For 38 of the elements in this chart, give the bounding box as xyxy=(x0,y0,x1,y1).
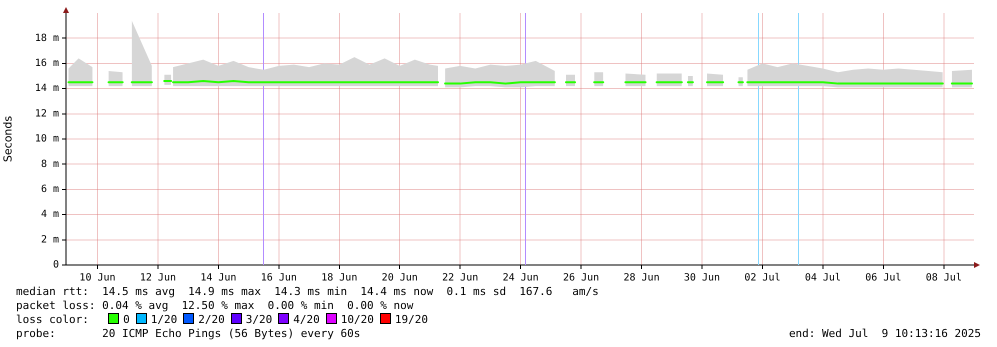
x-tick-label: 16 Jun xyxy=(260,272,297,284)
x-tick-label: 18 Jun xyxy=(321,272,358,284)
x-tick-label: 02 Jul xyxy=(744,272,780,284)
text: probe: 20 ICMP Echo Pings (56 Bytes) every 60s xyxy=(16,327,360,341)
text: packet loss: 0.04 % avg 12.50 % max 0.00 % min 0.00 % now xyxy=(16,299,414,313)
legend-label: 4/20 xyxy=(293,313,320,326)
y-tick-label: 6 m xyxy=(40,184,59,195)
y-tick-label: 4 m xyxy=(40,209,59,220)
text: median rtt: 14.5 ms avg 14.9 ms max 14.3 ms min 14.4 ms now 0.1 ms sd 167.6 am/s xyxy=(16,285,599,299)
x-tick-label: 22 Jun xyxy=(442,272,478,284)
x-tick-label: 20 Jun xyxy=(382,272,418,284)
text: end: Wed Jul 9 10:13:16 2025 xyxy=(788,327,981,341)
x-tick-label: 12 Jun xyxy=(140,272,176,284)
y-tick-label: 2 m xyxy=(40,234,59,246)
y-tick-label: 10 m xyxy=(34,134,59,145)
y-tick-label: 14 m xyxy=(34,83,59,94)
y-axis-title: Seconds xyxy=(1,116,14,162)
y-tick-label: 8 m xyxy=(40,158,59,170)
x-tick-label: 08 Jul xyxy=(926,272,962,284)
x-tick-label: 24 Jun xyxy=(502,272,539,284)
y-tick-label: 18 m xyxy=(34,32,59,44)
x-tick-label: 30 Jun xyxy=(684,272,720,284)
x-tick-label: 14 Jun xyxy=(200,272,236,284)
x-tick-label: 06 Jul xyxy=(865,272,902,284)
x-tick-label: 10 Jun xyxy=(79,272,116,284)
y-tick-label: 0 xyxy=(52,260,59,271)
legend-label: 19/20 xyxy=(394,313,428,326)
y-tick-label: 12 m xyxy=(34,108,59,120)
x-tick-label: 28 Jun xyxy=(623,272,660,284)
legend-title: loss color: xyxy=(16,313,90,326)
legend-label: 3/20 xyxy=(246,313,272,326)
legend-label: 1/20 xyxy=(150,313,178,326)
legend-label: 0 xyxy=(123,313,130,326)
x-tick-label: 04 Jul xyxy=(804,272,841,284)
x-tick-label: 26 Jun xyxy=(563,272,600,284)
legend-label: 2/20 xyxy=(198,313,225,326)
y-tick-label: 16 m xyxy=(34,58,59,69)
legend-label: 10/20 xyxy=(340,313,374,326)
